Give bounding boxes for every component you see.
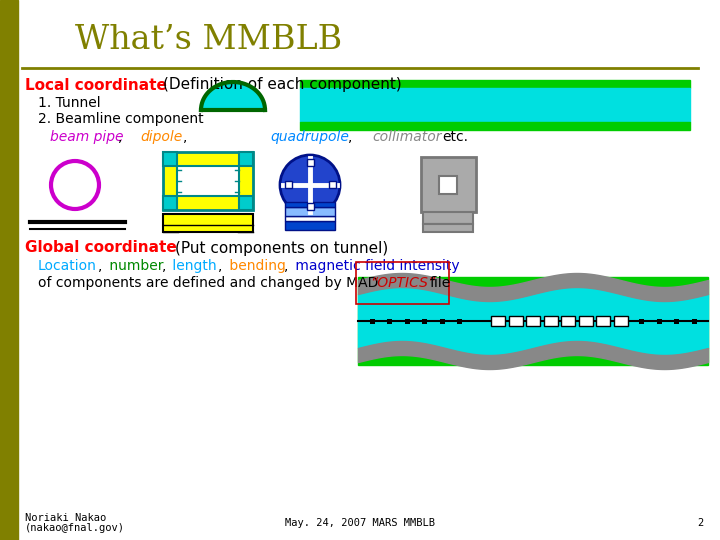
Bar [177,166,239,196]
Text: quadrupole: quadrupole [270,130,349,144]
Bar [163,152,177,166]
Text: number: number [105,259,163,273]
Text: (Put components on tunnel): (Put components on tunnel) [175,240,388,255]
Text: May. 24, 2007 MARS MMBLB: May. 24, 2007 MARS MMBLB [285,518,435,528]
Bar [300,122,690,130]
Text: ,: , [98,259,102,273]
Bar [387,319,392,323]
Bar [491,316,505,326]
Bar [405,319,410,323]
Text: collimator: collimator [372,130,441,144]
Bar [285,207,335,216]
Bar [423,212,473,224]
Text: ,: , [218,259,222,273]
Text: ,: , [183,130,187,144]
Bar [544,316,557,326]
Text: ,: , [284,259,289,273]
Bar [578,316,593,326]
Text: “OPTICS”: “OPTICS” [370,276,435,290]
Bar [508,316,523,326]
Bar [439,176,457,194]
Bar [285,221,335,230]
Text: etc.: etc. [442,130,468,144]
Bar [285,202,335,207]
Text: Global coordinate: Global coordinate [25,240,176,255]
Bar [285,181,292,188]
Polygon shape [201,82,265,110]
Text: magnetic field intensity: magnetic field intensity [291,259,459,273]
Bar [561,316,575,326]
Text: Noriaki Nakao: Noriaki Nakao [25,513,107,523]
Bar [421,157,476,212]
Bar [613,316,628,326]
Text: ,: , [348,130,352,144]
Bar [163,214,253,232]
Bar [163,152,253,210]
Bar [307,203,314,210]
Text: file: file [430,276,451,290]
Text: ,: , [162,259,166,273]
Bar [439,319,444,323]
Text: (Definition of each component): (Definition of each component) [163,78,402,92]
Text: bending: bending [225,259,286,273]
Bar [526,316,540,326]
Text: length: length [168,259,217,273]
Bar [639,319,644,323]
Bar [657,319,662,323]
Bar [239,196,253,210]
Text: of components are defined and changed by MAD: of components are defined and changed by… [38,276,379,290]
Text: Local coordinate: Local coordinate [25,78,167,92]
Bar [457,319,462,323]
Bar [691,319,696,323]
Text: What’s MMBLB: What’s MMBLB [75,24,342,56]
Bar [300,88,690,122]
Bar [285,216,335,221]
Text: 2. Beamline component: 2. Beamline component [38,112,204,126]
Bar [0,0,18,540]
Bar [329,181,336,188]
Bar [307,159,314,166]
Bar [674,319,679,323]
Bar [239,152,253,166]
Ellipse shape [280,155,340,215]
Bar [369,319,374,323]
Bar [423,224,473,232]
Bar [163,196,177,210]
Bar [300,80,690,88]
Text: Location: Location [38,259,97,273]
Text: 2: 2 [697,518,703,528]
Bar [596,316,610,326]
Bar [422,319,427,323]
Bar [358,277,708,365]
Text: beam pipe: beam pipe [50,130,124,144]
Text: dipole: dipole [140,130,182,144]
Text: (nakao@fnal.gov): (nakao@fnal.gov) [25,523,125,533]
Text: ,: , [118,130,122,144]
Text: 1. Tunnel: 1. Tunnel [38,96,101,110]
